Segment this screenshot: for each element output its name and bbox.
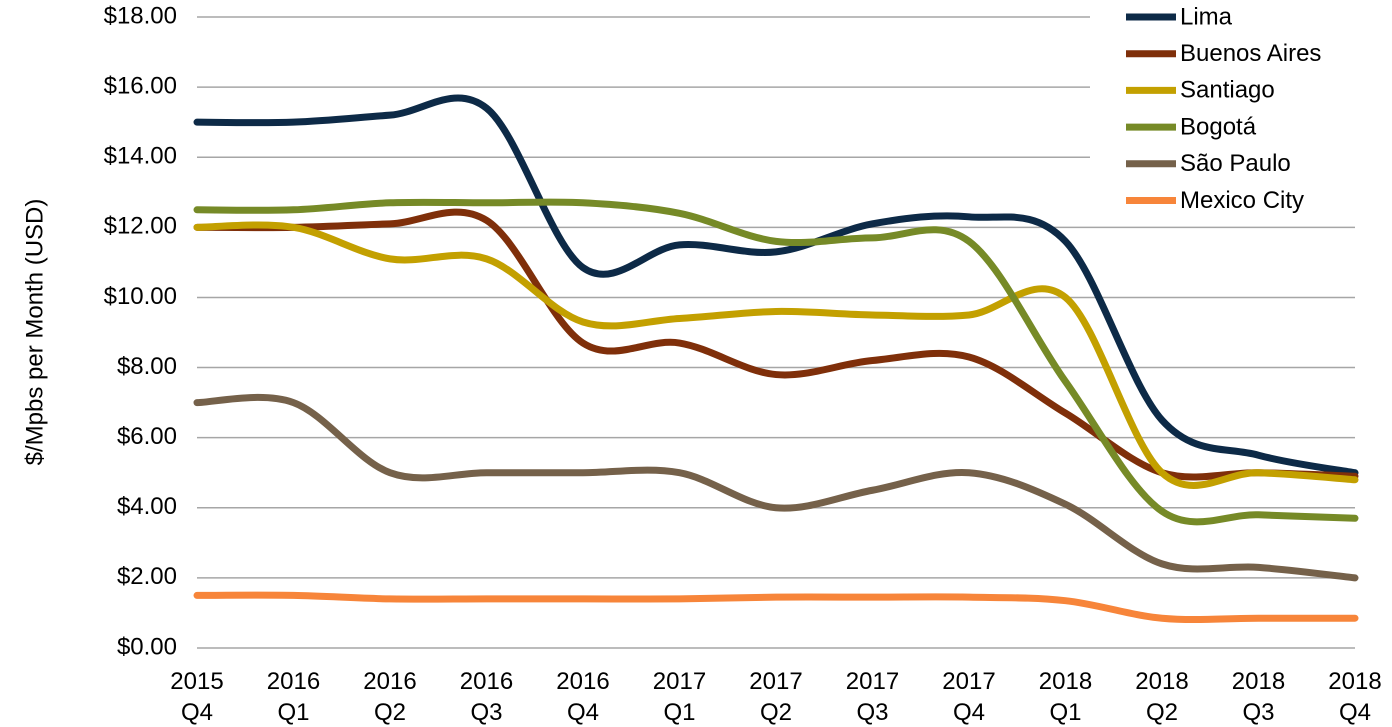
x-tick-label: 2015 Q4 [170, 668, 224, 726]
x-tick-label: 2017 Q4 [942, 668, 996, 726]
y-tick-label: $16.00 [104, 72, 177, 99]
x-tick-label: 2016 Q3 [459, 668, 514, 726]
series-line [193, 221, 1359, 489]
legend-label: Buenos Aires [1180, 40, 1321, 67]
legend-label: Mexico City [1180, 187, 1304, 214]
legend-label: São Paulo [1180, 150, 1291, 177]
legend-label: Santiago [1180, 77, 1275, 104]
y-tick-label: $8.00 [117, 353, 177, 380]
y-tick-label: $12.00 [104, 213, 177, 240]
y-tick-label: $4.00 [117, 493, 177, 520]
x-tick-label: 2018 Q3 [1231, 668, 1286, 726]
y-tick-label: $14.00 [104, 143, 177, 170]
legend-label: Lima [1180, 3, 1233, 30]
y-tick-label: $2.00 [117, 563, 177, 590]
series-line [193, 591, 1359, 623]
y-tick-label: $6.00 [117, 423, 177, 450]
legend-background [1090, 0, 1392, 218]
y-tick-label: $0.00 [117, 633, 177, 660]
y-tick-label: $10.00 [104, 283, 177, 310]
y-axis-label: $/Mpbs per Month (USD) [21, 199, 48, 466]
x-tick-label: 2018 Q1 [1038, 668, 1093, 726]
x-tick-label: 2018 Q4 [1328, 668, 1382, 726]
series-line [193, 94, 1359, 477]
x-tick-label: 2016 Q2 [363, 668, 417, 726]
x-tick-label: 2016 Q1 [266, 668, 321, 726]
legend-label: Bogotá [1180, 113, 1257, 140]
x-tick-label: 2018 Q2 [1135, 668, 1189, 726]
y-tick-label: $18.00 [104, 2, 177, 29]
series-line [193, 198, 1359, 526]
x-tick-label: 2016 Q4 [556, 668, 610, 726]
x-tick-label: 2017 Q3 [845, 668, 900, 726]
series-line [193, 393, 1359, 582]
x-tick-label: 2017 Q2 [749, 668, 803, 726]
x-tick-label: 2017 Q1 [652, 668, 707, 726]
legend: Lima Buenos Aires Santiago Bogotá São Paulo M… [1090, 0, 1392, 218]
